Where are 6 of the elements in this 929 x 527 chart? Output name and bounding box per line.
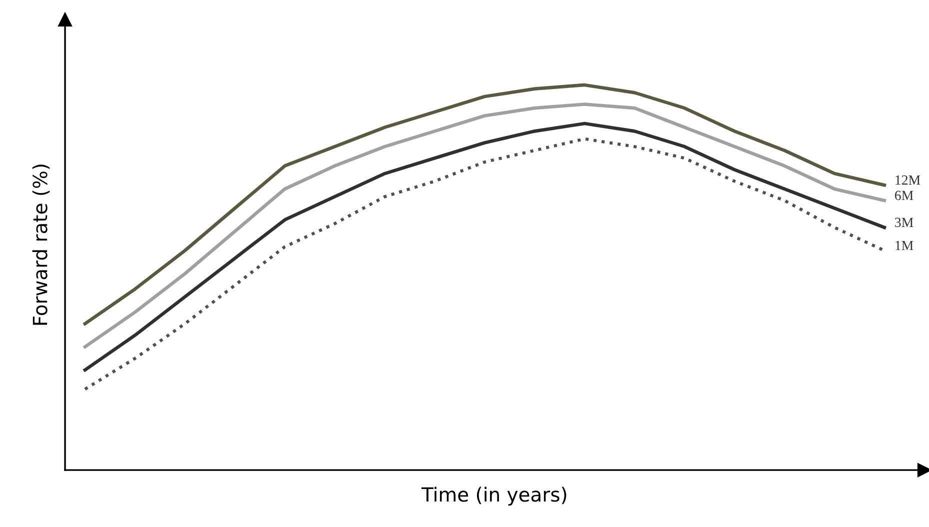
series-label: 1M	[896, 240, 914, 250]
series-label: 6M	[894, 190, 914, 200]
y-axis-title: Forward rate (%)	[32, 164, 50, 325]
x-axis-title: Time (in years)	[421, 486, 566, 506]
series-label: 3M	[895, 218, 914, 228]
series-label: 12M	[896, 175, 920, 185]
